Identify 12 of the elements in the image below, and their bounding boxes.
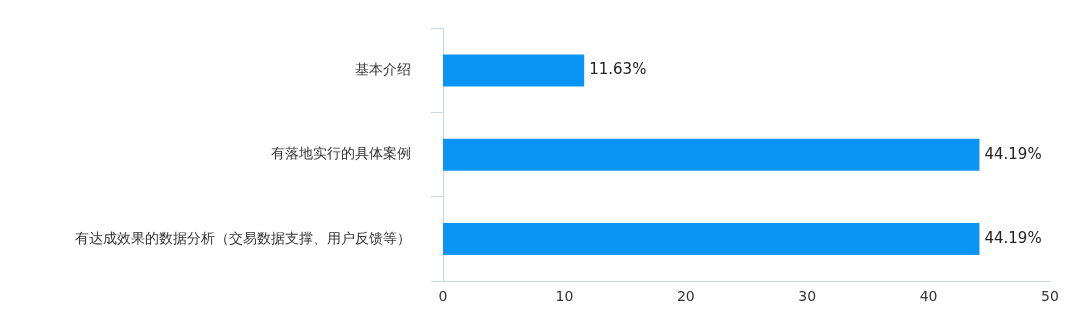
x-tick-label: 30 — [798, 288, 817, 305]
y-tick-label: 有达成效果的数据分析（交易数据支撑、用户反馈等） — [75, 229, 411, 246]
x-tick-label: 0 — [438, 288, 448, 305]
y-tick-label: 有落地实行的具体案例 — [271, 145, 411, 162]
x-tick-label: 10 — [555, 288, 574, 305]
data-label: 44.19% — [984, 228, 1042, 247]
x-tick-label: 40 — [919, 288, 938, 305]
data-label: 11.63% — [589, 60, 647, 79]
x-tick-label: 50 — [1041, 288, 1059, 305]
x-tick-label: 20 — [676, 288, 695, 305]
data-label: 44.19% — [984, 144, 1042, 163]
y-tick-label: 基本介绍 — [355, 61, 411, 78]
